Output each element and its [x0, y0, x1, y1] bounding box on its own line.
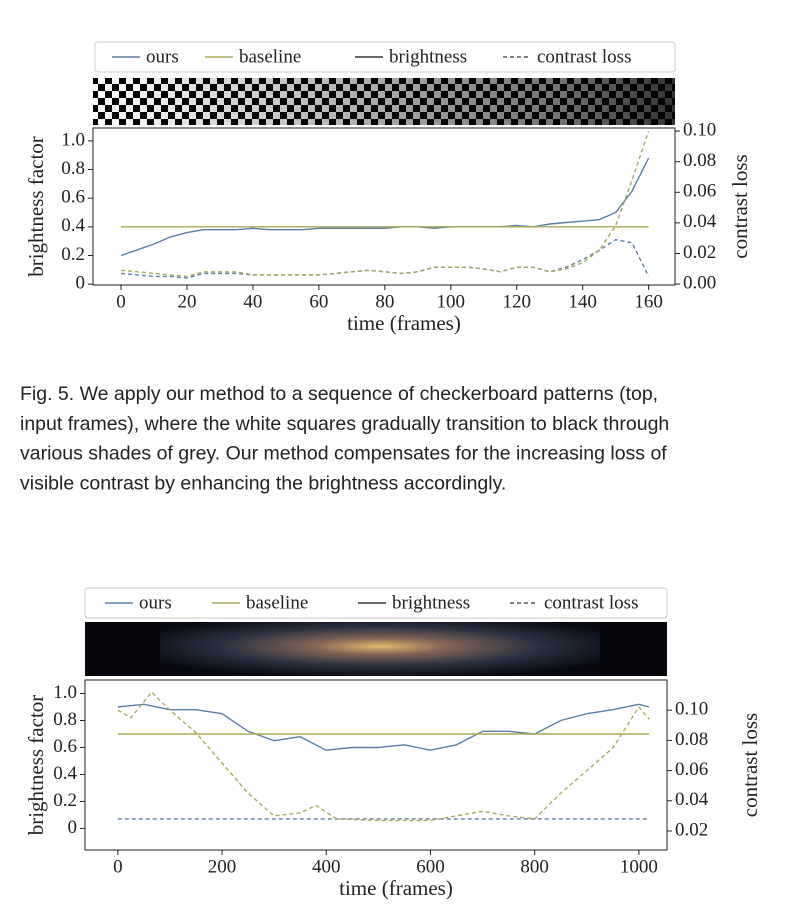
x-tick-label: 140	[568, 291, 597, 312]
caption-line: various shades of grey. Our method compe…	[20, 443, 667, 465]
legend-label: brightness	[392, 592, 470, 613]
legend-label: baseline	[246, 592, 308, 613]
x-tick-label: 0	[113, 856, 123, 877]
contrast-loss-line	[120, 130, 650, 278]
x-tick-label: 60	[309, 291, 328, 312]
legend-label: baseline	[239, 46, 301, 67]
legend-label: contrast loss	[544, 592, 638, 613]
y-axis-label: brightness factor	[24, 695, 48, 836]
input-strip-1	[93, 78, 675, 125]
x-tick-label: 160	[634, 291, 663, 312]
y-tick-label: 1.0	[53, 682, 77, 703]
brightness-line	[117, 703, 650, 751]
y-tick-label: 0.4	[61, 215, 85, 236]
x-tick-label: 200	[208, 856, 237, 877]
y-axis-label: brightness factor	[24, 136, 48, 277]
y-tick-label: 0.8	[53, 709, 77, 730]
x-tick-label: 120	[502, 291, 531, 312]
legend-label: contrast loss	[537, 46, 631, 67]
caption-line: input frames), where the white squares g…	[20, 413, 669, 435]
x-tick-label: 800	[520, 856, 549, 877]
y2-tick-label: 0.04	[675, 789, 709, 810]
caption-line: Fig. 5. We apply our method to a sequenc…	[20, 383, 658, 405]
y2-tick-label: 0.02	[675, 819, 708, 840]
y2-tick-label: 0.06	[675, 759, 708, 780]
y2-tick-label: 0.06	[683, 181, 716, 202]
legend-label: ours	[146, 46, 179, 67]
x-tick-label: 80	[375, 291, 394, 312]
y-tick-label: 0.2	[53, 790, 77, 811]
plot-frame	[84, 679, 668, 851]
plot-frame	[92, 127, 676, 286]
caption-line: visible contrast by enhancing the bright…	[20, 472, 506, 494]
y2-tick-label: 0.08	[683, 150, 716, 171]
y-tick-label: 1.0	[61, 129, 85, 150]
y-tick-label: 0.6	[53, 736, 77, 757]
y-tick-label: 0.6	[61, 187, 85, 208]
y2-tick-label: 0.00	[683, 272, 716, 293]
y-tick-label: 0	[68, 817, 78, 838]
y2-tick-label: 0.10	[675, 699, 708, 720]
y2-tick-label: 0.08	[675, 729, 708, 750]
chart: ours baseline brightness contrast loss 0 200 4…	[24, 587, 762, 900]
y-tick-label: 0.2	[61, 244, 85, 265]
contrast-loss-line	[120, 238, 650, 279]
legend-label: ours	[139, 592, 172, 613]
x-axis-label: time (frames)	[339, 876, 453, 900]
y2-tick-label: 0.04	[683, 211, 717, 232]
y-tick-label: 0	[76, 272, 86, 293]
legend-box	[94, 41, 676, 73]
x-tick-label: 1000	[620, 856, 658, 877]
y2-axis-label: contrast loss	[738, 713, 762, 817]
y2-axis-label: contrast loss	[728, 154, 752, 258]
x-tick-label: 100	[437, 291, 466, 312]
x-axis-label: time (frames)	[347, 311, 461, 335]
chart: ours baseline brightness contrast loss 0 20 40…	[24, 41, 752, 335]
y-tick-label: 0.4	[53, 763, 77, 784]
contrast-loss-line	[117, 691, 650, 822]
y-tick-label: 0.8	[61, 158, 85, 179]
input-strip-2	[85, 622, 667, 676]
caption: Fig. 5. We apply our method to a sequenc…	[20, 383, 669, 494]
brightness-line	[120, 157, 650, 257]
x-tick-label: 0	[116, 291, 126, 312]
x-tick-label: 600	[416, 856, 445, 877]
x-tick-label: 40	[243, 291, 262, 312]
y2-tick-label: 0.10	[683, 119, 716, 140]
y2-tick-label: 0.02	[683, 242, 716, 263]
legend-label: brightness	[389, 46, 467, 67]
x-tick-label: 400	[312, 856, 341, 877]
x-tick-label: 20	[177, 291, 196, 312]
